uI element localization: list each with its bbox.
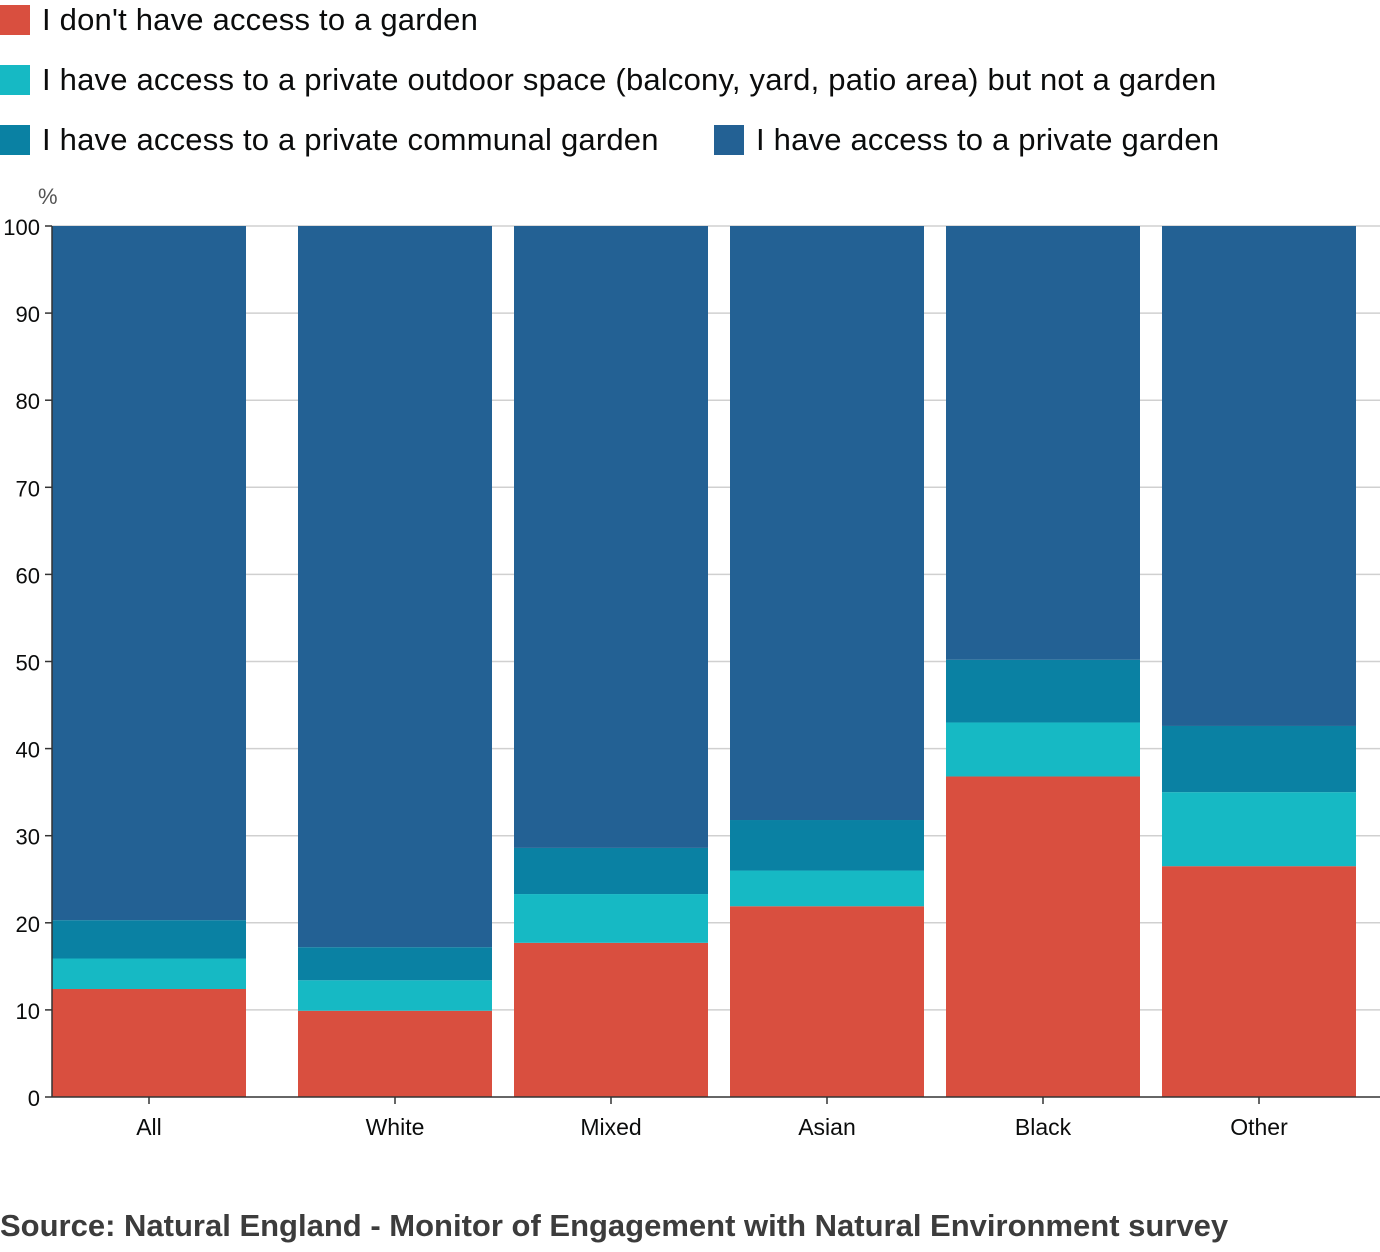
y-tick-label-60: 60 xyxy=(16,563,40,588)
legend-label-private-garden: I have access to a private garden xyxy=(756,122,1220,157)
y-tick-label-90: 90 xyxy=(16,302,40,327)
legend-item-communal-garden: I have access to a private communal gard… xyxy=(0,120,659,160)
legend-label-private-outdoor-space: I have access to a private outdoor space… xyxy=(42,62,1217,97)
bar-black-series-2 xyxy=(946,722,1140,777)
bar-black-series-1 xyxy=(946,776,1140,1097)
bar-all-series-4 xyxy=(52,226,246,921)
x-tick-label-asian: Asian xyxy=(798,1114,856,1140)
bars xyxy=(52,226,1356,1097)
legend-item-private-outdoor-space: I have access to a private outdoor space… xyxy=(0,60,1216,100)
legend-swatch-communal-garden xyxy=(0,125,30,155)
y-tick-label-10: 10 xyxy=(16,999,40,1024)
y-tick-label-70: 70 xyxy=(16,476,40,501)
axes: 0 10 20 30 40 50 60 70 80 90 100% All White Mixed Asia… xyxy=(3,184,1380,1140)
x-tick-label-other: Other xyxy=(1230,1114,1288,1140)
legend-swatch-private-outdoor-space xyxy=(0,65,30,95)
bar-other-series-1 xyxy=(1162,866,1356,1097)
bar-asian-series-1 xyxy=(730,906,924,1097)
legend-item-no-garden: I don't have access to a garden xyxy=(0,0,478,40)
y-tick-label-50: 50 xyxy=(16,651,40,676)
y-tick-label-40: 40 xyxy=(16,738,40,763)
x-tick-label-black: Black xyxy=(1015,1114,1072,1140)
bar-mixed-series-1 xyxy=(514,942,708,1097)
bar-asian-series-3 xyxy=(730,820,924,871)
x-tick-label-mixed: Mixed xyxy=(580,1114,641,1140)
bar-white-series-2 xyxy=(298,980,492,1011)
bar-black-series-3 xyxy=(946,659,1140,723)
source-note: Source: Natural England - Monitor of Eng… xyxy=(0,1208,1229,1243)
legend-item-private-garden: I have access to a private garden xyxy=(714,120,1219,160)
legend-swatch-no-garden xyxy=(0,5,30,35)
bar-other-series-2 xyxy=(1162,792,1356,867)
bar-mixed-series-4 xyxy=(514,226,708,848)
bar-white-series-4 xyxy=(298,226,492,948)
gridlines xyxy=(52,225,1380,1011)
legend-label-communal-garden: I have access to a private communal gard… xyxy=(42,122,659,157)
bar-mixed-series-3 xyxy=(514,847,708,895)
y-tick-label-100: 100 xyxy=(3,215,40,240)
legend-swatch-private-garden xyxy=(714,125,744,155)
bar-asian-series-4 xyxy=(730,226,924,821)
stacked-bar-chart: 0 10 20 30 40 50 60 70 80 90 100% All White Mixed Asia… xyxy=(3,184,1380,1140)
bar-mixed-series-2 xyxy=(514,894,708,943)
y-tick-label-0: 0 xyxy=(28,1086,40,1111)
bar-white-series-1 xyxy=(298,1010,492,1097)
bar-all-series-3 xyxy=(52,920,246,959)
bar-white-series-3 xyxy=(298,947,492,981)
legend-label-no-garden: I don't have access to a garden xyxy=(42,2,479,37)
y-tick-label-20: 20 xyxy=(16,912,40,937)
y-axis-label: % xyxy=(38,184,58,209)
x-tick-label-all: All xyxy=(136,1114,162,1140)
bar-other-series-4 xyxy=(1162,226,1356,726)
bar-asian-series-2 xyxy=(730,870,924,907)
bar-all-series-1 xyxy=(52,988,246,1097)
bar-all-series-2 xyxy=(52,958,246,989)
y-tick-label-80: 80 xyxy=(16,389,40,414)
bar-other-series-3 xyxy=(1162,725,1356,793)
x-tick-label-white: White xyxy=(366,1114,425,1140)
y-tick-label-30: 30 xyxy=(16,825,40,850)
bar-black-series-4 xyxy=(946,226,1140,660)
